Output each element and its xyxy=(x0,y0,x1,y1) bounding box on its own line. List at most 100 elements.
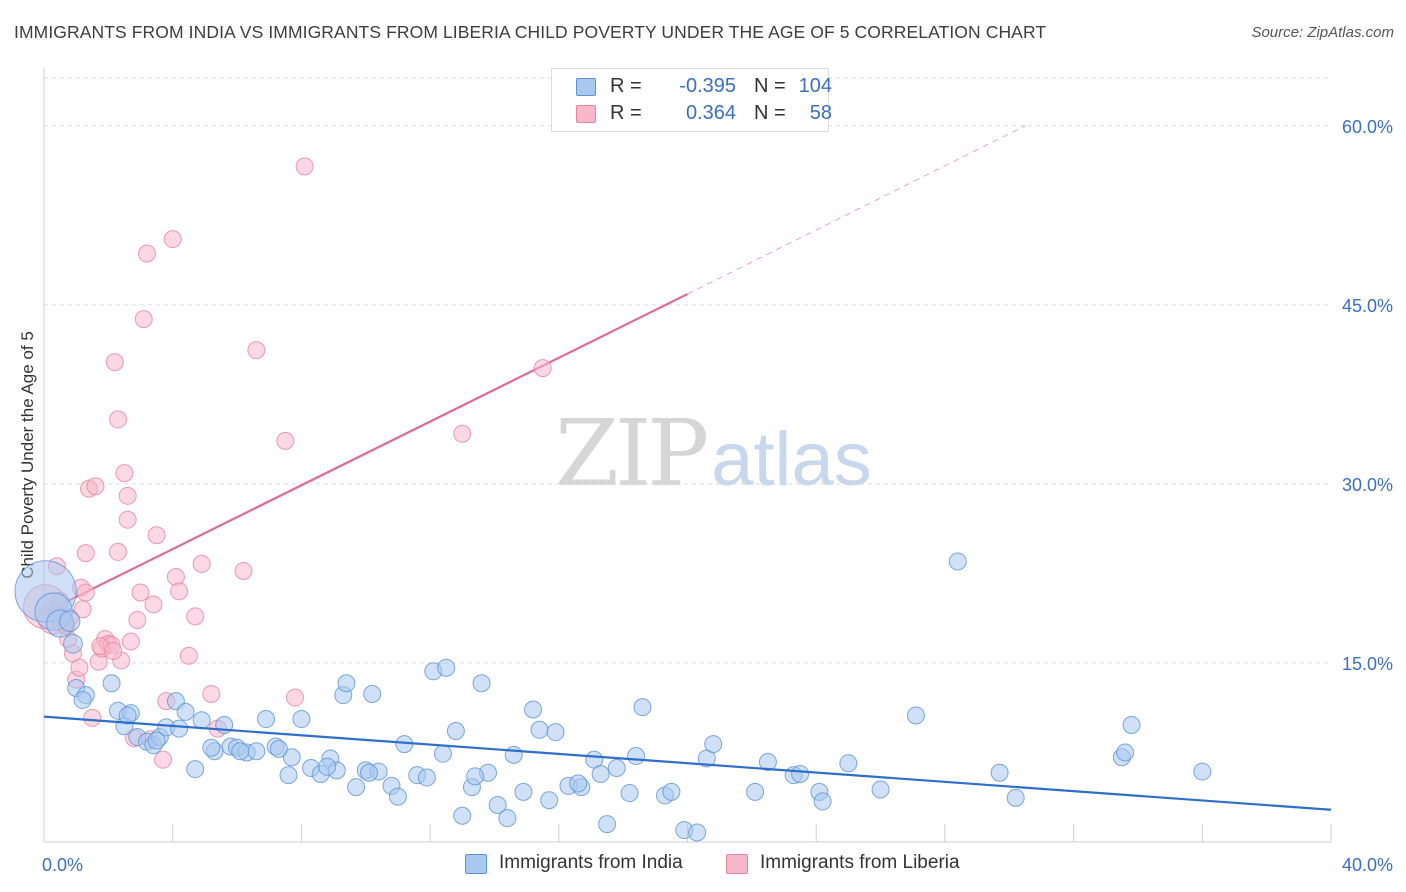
india-point xyxy=(1006,788,1025,807)
liberia-point xyxy=(104,642,123,660)
india-point xyxy=(292,710,311,729)
legend-r-label: R = xyxy=(610,102,642,124)
india-point xyxy=(504,745,523,764)
liberia-point xyxy=(154,750,173,769)
liberia-point xyxy=(144,595,163,614)
india-point xyxy=(73,690,92,709)
liberia-point xyxy=(147,526,166,545)
india-point xyxy=(231,742,250,761)
india-point xyxy=(906,706,925,725)
liberia-point xyxy=(118,510,137,529)
india-point xyxy=(176,702,195,721)
axes xyxy=(43,68,1332,843)
liberia-trend xyxy=(43,125,1026,614)
liberia-point xyxy=(134,310,153,329)
india-point xyxy=(1193,762,1212,781)
correlation-legend: R = -0.395 N = 104 R = 0.364 N = 58 xyxy=(551,68,832,132)
india-point xyxy=(1116,743,1135,762)
india-point xyxy=(1122,716,1141,735)
liberia-point xyxy=(86,477,105,496)
india-points xyxy=(14,552,1212,842)
liberia-point xyxy=(247,341,266,360)
liberia-point xyxy=(137,244,156,263)
series-label-india: Immigrants from India xyxy=(499,852,683,873)
india-point xyxy=(704,735,723,754)
liberia-point xyxy=(115,464,134,483)
india-point xyxy=(688,823,707,842)
x-tick-label: 40.0% xyxy=(1342,855,1393,875)
india-point xyxy=(282,748,301,767)
liberia-point xyxy=(76,583,95,602)
y-tick-label: 15.0% xyxy=(1342,654,1393,674)
india-point xyxy=(269,739,288,758)
india-point xyxy=(990,763,1009,782)
legend-n-value: 58 xyxy=(809,102,832,124)
india-point xyxy=(791,764,810,783)
legend-swatch-india xyxy=(576,78,596,96)
liberia-point xyxy=(192,554,211,573)
india-point xyxy=(598,815,617,834)
liberia-trend-extension xyxy=(687,125,1026,295)
india-point xyxy=(279,766,298,785)
liberia-point xyxy=(109,410,128,429)
liberia-point xyxy=(276,431,295,450)
series-label-liberia: Immigrants from Liberia xyxy=(760,852,960,873)
india-point xyxy=(813,792,832,811)
legend-n-label: N = xyxy=(754,102,786,124)
liberia-point xyxy=(109,542,128,561)
india-point xyxy=(359,763,378,782)
y-tick-label: 60.0% xyxy=(1342,117,1393,137)
india-point xyxy=(758,753,777,772)
liberia-point xyxy=(118,486,137,505)
india-point xyxy=(102,674,121,693)
liberia-point xyxy=(453,424,472,443)
india-point xyxy=(569,774,588,793)
india-point xyxy=(202,738,221,757)
india-point xyxy=(437,658,456,677)
india-point xyxy=(63,633,83,654)
liberia-trend-line xyxy=(43,293,688,614)
india-trend-line xyxy=(43,715,1332,811)
india-point xyxy=(118,706,137,725)
liberia-point xyxy=(128,610,147,629)
india-point xyxy=(530,720,549,739)
tick-labels: 15.0% 30.0% 45.0% 60.0% 0.0% 40.0% xyxy=(42,117,1393,875)
y-tick-label: 45.0% xyxy=(1342,296,1393,316)
chart-title: IMMIGRANTS FROM INDIA VS IMMIGRANTS FROM… xyxy=(14,22,1047,42)
india-point xyxy=(59,610,81,632)
india-point xyxy=(839,754,858,773)
y-tick-label: 30.0% xyxy=(1342,475,1393,495)
india-point xyxy=(488,795,507,814)
india-trend xyxy=(43,715,1332,811)
legend-r-value: 0.364 xyxy=(685,102,736,124)
india-point xyxy=(746,782,765,801)
india-point xyxy=(871,780,890,799)
india-point xyxy=(591,764,610,783)
source-credit: Source: ZipAtlas.com xyxy=(1251,24,1394,41)
india-point xyxy=(627,747,646,766)
series-swatch-liberia xyxy=(726,854,748,874)
liberia-point xyxy=(83,708,102,727)
india-point xyxy=(620,784,639,803)
liberia-point xyxy=(163,230,182,249)
india-point xyxy=(948,552,967,571)
liberia-point xyxy=(285,688,304,707)
india-point xyxy=(446,721,465,740)
india-point xyxy=(633,698,652,717)
india-point xyxy=(247,742,266,761)
legend-n-label: N = xyxy=(754,75,786,97)
india-point xyxy=(453,806,472,825)
india-point xyxy=(546,723,565,742)
india-point xyxy=(472,674,491,693)
legend-swatch-liberia xyxy=(576,105,596,123)
legend-r-label: R = xyxy=(610,75,642,97)
x-tick-label: 0.0% xyxy=(42,855,83,875)
india-point xyxy=(607,758,626,777)
liberia-point xyxy=(234,562,253,581)
india-point xyxy=(388,787,407,806)
liberia-point xyxy=(202,684,221,703)
india-point xyxy=(192,711,211,730)
india-point xyxy=(524,700,543,719)
liberia-points xyxy=(23,157,552,769)
